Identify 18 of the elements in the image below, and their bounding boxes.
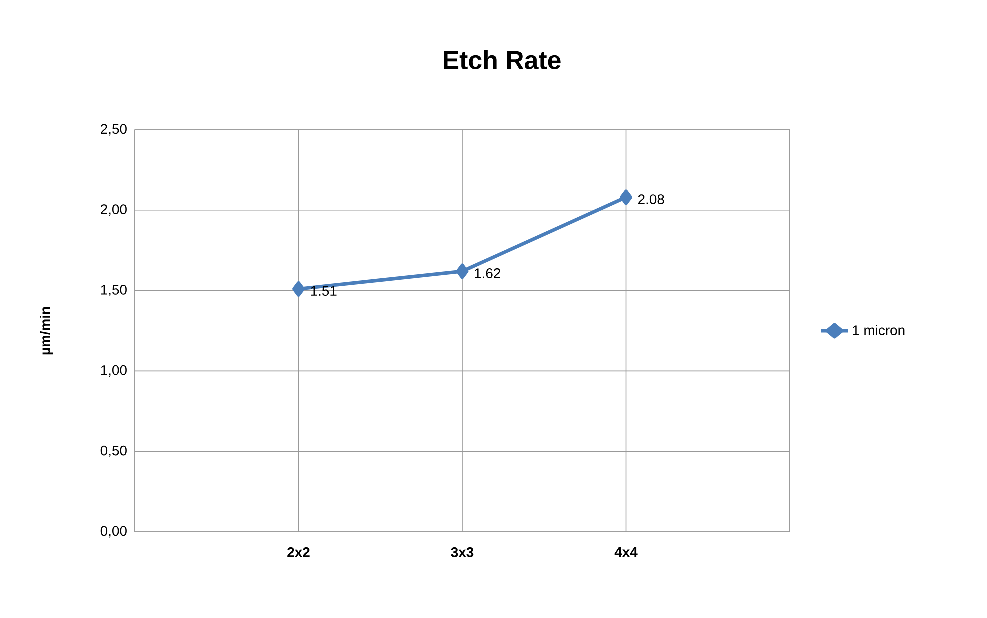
point <box>620 190 633 206</box>
y-tick-label: 2,00 <box>101 204 127 216</box>
y-tick-label: 1,50 <box>101 285 127 297</box>
y-axis-title: µm/min <box>40 307 54 355</box>
y-tick-label: 0,00 <box>100 526 127 538</box>
data-label: 1.51 <box>311 286 337 296</box>
point <box>456 264 469 280</box>
legend-label: 1 micron <box>853 325 905 336</box>
y-tick-label: 0,50 <box>100 446 127 458</box>
chart-title: Etch Rate <box>444 50 561 70</box>
x-tick-label: 2x2 <box>288 548 310 558</box>
point <box>292 281 305 297</box>
x-tick-label: 4x4 <box>614 548 638 558</box>
x-tick-label: 3x3 <box>451 548 474 558</box>
data-label: 2.08 <box>638 194 664 204</box>
y-tick-label: 2,50 <box>101 124 127 136</box>
y-tick-label: 1,00 <box>101 365 127 377</box>
data-label: 1.62 <box>475 268 500 278</box>
